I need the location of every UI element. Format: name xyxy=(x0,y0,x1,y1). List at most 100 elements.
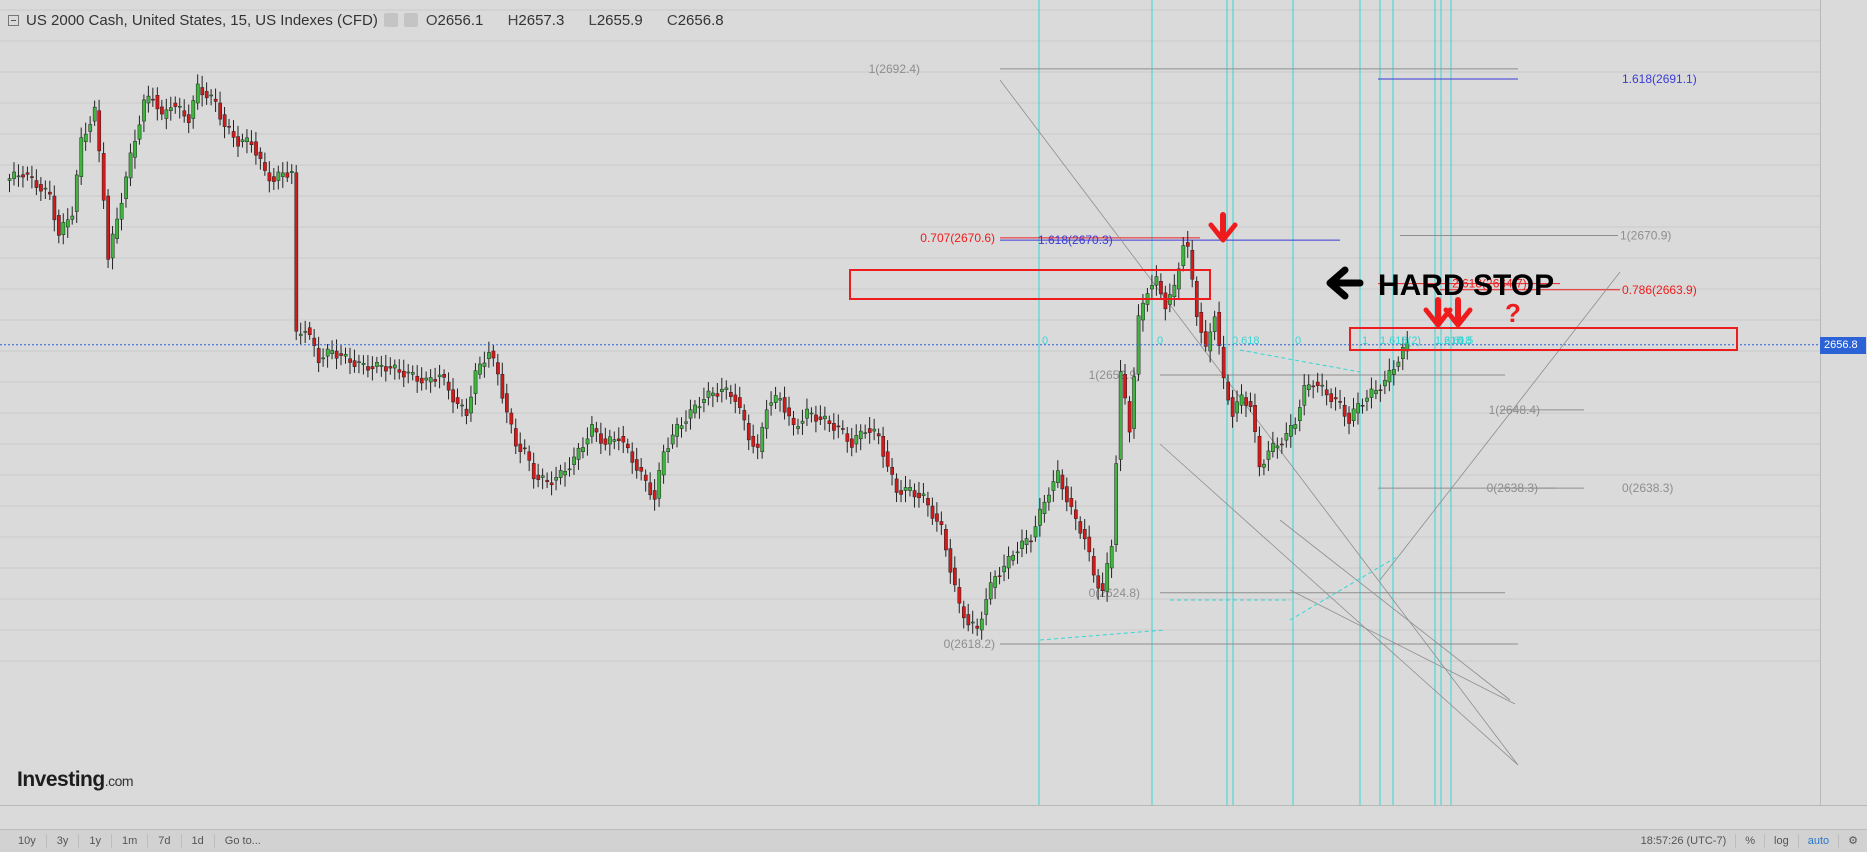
candle-down xyxy=(1127,401,1132,433)
candle-down xyxy=(1073,509,1078,519)
bottom-toolbar: 10y 3y 1y 1m 7d 1d Go to... 18:57:26 (UT… xyxy=(0,829,1867,852)
fib-label: 0.707(2670.6) xyxy=(920,231,995,245)
candle-down xyxy=(961,606,966,619)
candle-down xyxy=(912,490,917,498)
candle-down xyxy=(818,416,823,420)
candle-up xyxy=(567,468,572,471)
candle-up xyxy=(1047,494,1051,503)
fib-label: 0(2638.3) xyxy=(1622,481,1673,495)
candle-down xyxy=(267,172,272,182)
candle-down xyxy=(1091,556,1096,576)
fib-label: 1(2692.4) xyxy=(869,62,920,76)
candle-down xyxy=(849,438,854,448)
candle-up xyxy=(16,175,21,178)
candle-down xyxy=(455,397,460,404)
timeframe-1d[interactable]: 1d xyxy=(182,834,215,848)
cyan-level-label: 0 xyxy=(1295,335,1301,347)
auto-toggle[interactable]: auto xyxy=(1797,834,1838,848)
candle-up xyxy=(1033,526,1038,538)
log-toggle[interactable]: log xyxy=(1764,834,1798,848)
visibility-icon[interactable] xyxy=(403,13,418,27)
candle-down xyxy=(1280,443,1284,446)
time-axis[interactable] xyxy=(0,805,1867,830)
candle-down xyxy=(182,110,187,117)
timeframe-1m[interactable]: 1m xyxy=(112,834,149,848)
candle-down xyxy=(1082,529,1087,540)
candle-down xyxy=(334,350,339,359)
candle-up xyxy=(1235,401,1239,414)
cyan-level-label: 0 xyxy=(1042,335,1048,347)
chart-area[interactable]: 2700.02696.02692.02688.02684.02680.02676… xyxy=(0,0,1860,824)
candle-up xyxy=(1320,384,1325,387)
candle-up xyxy=(209,94,214,97)
candle-up xyxy=(1154,276,1159,286)
candle-down xyxy=(715,393,720,397)
candle-up xyxy=(482,362,487,367)
goto-button[interactable]: Go to... xyxy=(224,835,261,847)
timeframe-10y[interactable]: 10y xyxy=(8,834,47,848)
candle-down xyxy=(218,102,223,120)
candle-down xyxy=(57,215,61,236)
candle-down xyxy=(625,443,630,449)
candle-up xyxy=(375,361,379,367)
candle-up xyxy=(1150,285,1154,290)
collapse-legend-icon[interactable] xyxy=(8,14,19,26)
candle-down xyxy=(643,474,648,481)
candle-up xyxy=(854,435,859,445)
percent-toggle[interactable]: % xyxy=(1735,834,1764,848)
candle-up xyxy=(92,106,97,122)
timeframe-1y[interactable]: 1y xyxy=(79,834,112,848)
candle-up xyxy=(1365,397,1369,402)
candle-up xyxy=(133,141,137,158)
candle-down xyxy=(948,548,953,573)
close-value: C2656.8 xyxy=(666,11,724,29)
candle-down xyxy=(1065,486,1069,503)
candle-down xyxy=(885,451,890,467)
candle-down xyxy=(366,366,370,371)
candle-down xyxy=(1333,397,1338,400)
question-mark: ? xyxy=(1505,298,1521,328)
candle-up xyxy=(608,436,612,445)
candle-down xyxy=(1123,374,1127,399)
settings-icon[interactable] xyxy=(383,13,398,27)
candle-down xyxy=(1226,381,1231,401)
fib-label: 1(2670.9) xyxy=(1620,229,1671,243)
timeframe-7d[interactable]: 7d xyxy=(148,834,182,848)
candle-down xyxy=(1078,521,1083,534)
candle-down xyxy=(500,374,505,399)
candle-down xyxy=(836,425,841,428)
chart-settings-icon[interactable]: ⚙ xyxy=(1838,834,1867,848)
trend-line xyxy=(999,79,1519,766)
candle-down xyxy=(48,191,52,195)
candle-up xyxy=(921,493,926,496)
candle-down xyxy=(370,366,375,370)
trend-line xyxy=(1279,519,1511,701)
candle-down xyxy=(1244,397,1248,406)
candle-down xyxy=(401,370,406,378)
candle-up xyxy=(612,439,617,442)
candle-up xyxy=(428,377,433,383)
timeframe-3y[interactable]: 3y xyxy=(47,834,80,848)
candle-down xyxy=(603,438,608,445)
candle-down xyxy=(1159,281,1163,295)
candle-down xyxy=(263,162,267,171)
fib-label: 1(2652.9) xyxy=(1089,368,1140,382)
candle-up xyxy=(124,176,128,199)
candle-down xyxy=(200,87,205,96)
candle-down xyxy=(1060,474,1065,490)
candle-up xyxy=(809,412,814,415)
candle-down xyxy=(1185,242,1190,247)
candle-up xyxy=(177,105,182,108)
candle-down xyxy=(52,195,57,221)
price-axis[interactable] xyxy=(1820,0,1867,805)
candle-down xyxy=(1253,405,1257,432)
candle-down xyxy=(272,176,276,182)
candle-down xyxy=(151,98,155,101)
candle-down xyxy=(101,153,106,201)
cyan-level-label: 0.5 xyxy=(1458,335,1473,347)
candle-down xyxy=(442,374,447,378)
candle-up xyxy=(590,424,594,437)
candle-up xyxy=(79,137,84,177)
candle-down xyxy=(1199,312,1204,333)
